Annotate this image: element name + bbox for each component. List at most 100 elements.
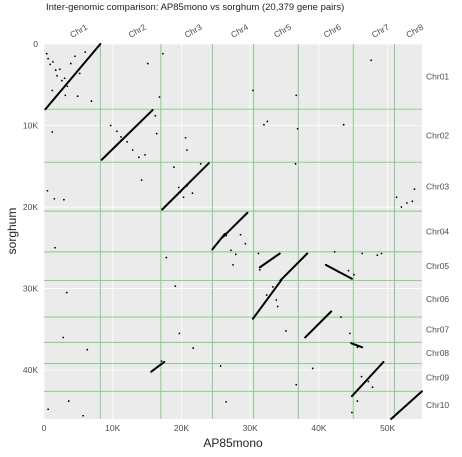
y-chromosome-label: Chr01 bbox=[426, 72, 449, 82]
gene-pair-point bbox=[182, 196, 185, 199]
gene-pair-point bbox=[333, 250, 336, 253]
gene-pair-point bbox=[295, 383, 298, 386]
chart-title: Inter-genomic comparison: AP85mono vs so… bbox=[46, 2, 344, 13]
gene-pair-point bbox=[350, 411, 353, 414]
synteny-block bbox=[44, 43, 102, 111]
gene-pair-point bbox=[400, 206, 403, 208]
chromosome-separators bbox=[44, 44, 422, 419]
synteny-block bbox=[161, 162, 210, 211]
gene-pair-point bbox=[76, 95, 79, 98]
gene-pair-point bbox=[353, 273, 355, 276]
gene-pair-point bbox=[265, 294, 268, 296]
x-chromosome-label: Chr5 bbox=[272, 22, 293, 40]
gene-pair-point bbox=[361, 252, 364, 255]
synteny-block bbox=[390, 390, 423, 420]
gene-pair-point bbox=[252, 89, 254, 92]
y-chromosome-label: Chr10 bbox=[426, 400, 449, 410]
gene-pair-point bbox=[199, 162, 202, 165]
gene-pair-point bbox=[186, 184, 188, 187]
y-chromosome-label: Chr08 bbox=[426, 348, 449, 358]
synteny-block bbox=[221, 211, 249, 239]
x-chromosome-label: Chr2 bbox=[127, 22, 148, 40]
x-tick-label: 10K bbox=[105, 423, 120, 433]
x-chromosome-labels: Chr1 Chr2 Chr3 Chr4 Chr5 Chr6 Chr7 Chr8 bbox=[68, 22, 425, 40]
gene-pair-point bbox=[154, 114, 157, 117]
gene-pair-point bbox=[54, 69, 57, 71]
gene-pair-point bbox=[380, 252, 383, 255]
gene-pair-point bbox=[192, 347, 195, 349]
gene-pair-point bbox=[275, 299, 278, 301]
plot-panel bbox=[44, 44, 422, 419]
gene-pair-point bbox=[52, 61, 54, 63]
gene-pair-point bbox=[257, 252, 260, 255]
y-tick-labels: 0 10K 20K 30K 40K bbox=[23, 39, 38, 375]
gene-pair-point bbox=[244, 242, 247, 245]
synteny-block bbox=[279, 252, 309, 282]
gene-pair-point bbox=[64, 94, 67, 97]
gene-pair-point bbox=[411, 200, 414, 203]
gene-pair-point bbox=[131, 149, 134, 151]
gene-pair-point bbox=[144, 153, 146, 156]
gene-pair-point bbox=[172, 166, 175, 168]
gene-pair-point bbox=[266, 120, 269, 123]
x-tick-label: 20K bbox=[174, 423, 189, 433]
gene-pair-point bbox=[285, 330, 287, 332]
gene-pair-point bbox=[60, 79, 63, 82]
gene-pair-point bbox=[56, 74, 58, 77]
x-chromosome-label: Chr8 bbox=[404, 22, 425, 40]
gene-pair-point bbox=[120, 136, 122, 138]
gene-pair-point bbox=[158, 96, 161, 98]
gene-pair-point bbox=[47, 408, 50, 411]
gene-pair-point bbox=[413, 188, 416, 191]
x-tick-labels: 0 10K 20K 30K 40K 50K bbox=[42, 423, 396, 433]
gene-pair-point bbox=[177, 186, 180, 189]
gene-pair-point bbox=[84, 51, 87, 54]
x-tick-label: 30K bbox=[243, 423, 258, 433]
x-chromosome-label: Chr7 bbox=[370, 22, 391, 40]
y-chromosome-label: Chr03 bbox=[426, 182, 449, 192]
grid-layer bbox=[43, 43, 422, 419]
gene-pair-point bbox=[186, 149, 188, 151]
synteny-block bbox=[100, 109, 154, 161]
gene-pair-point bbox=[395, 196, 398, 199]
gene-pair-point bbox=[296, 127, 299, 130]
gene-pair-point bbox=[47, 57, 50, 60]
gene-pair-point bbox=[165, 256, 168, 259]
gene-pair-point bbox=[126, 140, 129, 143]
gene-pair-point bbox=[191, 192, 194, 195]
y-tick-label: 30K bbox=[23, 284, 38, 294]
gene-pair-point bbox=[356, 346, 359, 349]
gene-pair-point bbox=[311, 367, 314, 370]
gene-pair-point bbox=[49, 63, 52, 66]
gene-pair-point bbox=[263, 123, 265, 126]
x-tick-label: 50K bbox=[380, 423, 395, 433]
y-chromosome-label: Chr05 bbox=[426, 261, 449, 271]
gene-pair-point bbox=[370, 59, 373, 62]
gene-pair-point bbox=[178, 332, 181, 335]
gene-pair-point bbox=[54, 246, 56, 249]
gene-pair-point bbox=[109, 124, 112, 127]
gene-pair-point bbox=[66, 85, 69, 88]
gene-pair-point bbox=[236, 222, 239, 225]
y-tick-label: 0 bbox=[33, 39, 38, 49]
gene-pair-point bbox=[51, 131, 54, 133]
synteny-block bbox=[350, 342, 364, 349]
gene-pair-point bbox=[232, 264, 234, 266]
gene-pair-point bbox=[376, 254, 379, 257]
gene-pair-point bbox=[63, 77, 66, 80]
x-tick-label: 40K bbox=[311, 423, 326, 433]
gene-pair-point bbox=[146, 62, 149, 65]
y-chromosome-label: Chr07 bbox=[426, 325, 449, 335]
gene-pair-point bbox=[271, 286, 274, 288]
gene-pair-point bbox=[347, 269, 350, 272]
x-chromosome-label: Chr1 bbox=[68, 22, 89, 40]
gene-pair-point bbox=[258, 268, 261, 271]
gene-pair-point bbox=[45, 52, 48, 55]
gene-pair-point bbox=[405, 202, 408, 204]
x-chromosome-label: Chr6 bbox=[322, 22, 343, 40]
gene-pair-point bbox=[234, 253, 237, 256]
gene-pair-point bbox=[58, 68, 61, 71]
x-chromosome-label: Chr3 bbox=[183, 22, 204, 40]
gene-pair-point bbox=[63, 198, 65, 201]
